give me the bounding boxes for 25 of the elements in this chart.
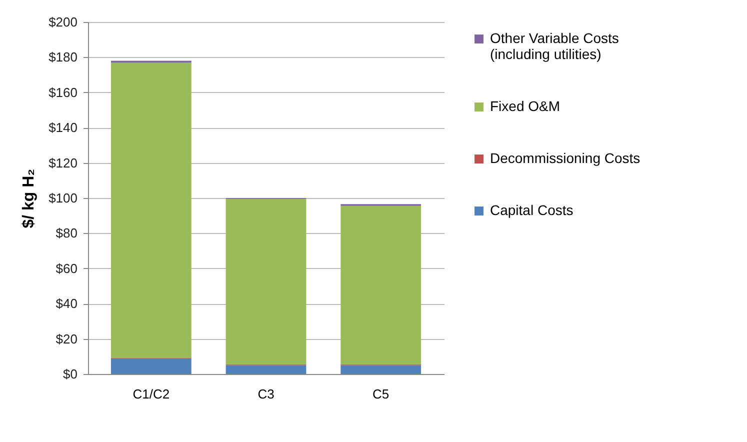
y-tick-label: $80: [56, 226, 78, 241]
legend-label: Capital Costs: [490, 202, 574, 218]
y-tick-label: $0: [63, 366, 78, 382]
y-tick-label: $200: [48, 14, 78, 30]
y-axis-title: $/ kg H₂: [20, 168, 38, 228]
y-tick-label: $120: [48, 155, 78, 170]
y-tick-label: $180: [48, 50, 78, 65]
bar: [110, 359, 192, 374]
y-tick-label: $160: [48, 84, 78, 100]
y-tick-label: $20: [56, 331, 78, 346]
y-tick-label: $40: [56, 296, 78, 312]
y-tick-label: $60: [56, 260, 78, 276]
y-tick-label: $100: [48, 190, 78, 206]
y-tick-label: $140: [48, 120, 78, 136]
bar: [226, 198, 306, 364]
bar: [110, 62, 192, 358]
legend-label: Decommissioning Costs: [490, 150, 640, 166]
bar: [340, 206, 422, 364]
bar: [226, 365, 306, 374]
x-tick-label: C1/C2: [132, 386, 170, 402]
x-tick-label: C3: [258, 386, 274, 402]
legend-label: Fixed O&M: [490, 98, 560, 114]
bar: [340, 365, 422, 374]
x-tick-label: C5: [372, 386, 390, 402]
legend-label: Other Variable Costs (including utilities): [490, 30, 619, 62]
